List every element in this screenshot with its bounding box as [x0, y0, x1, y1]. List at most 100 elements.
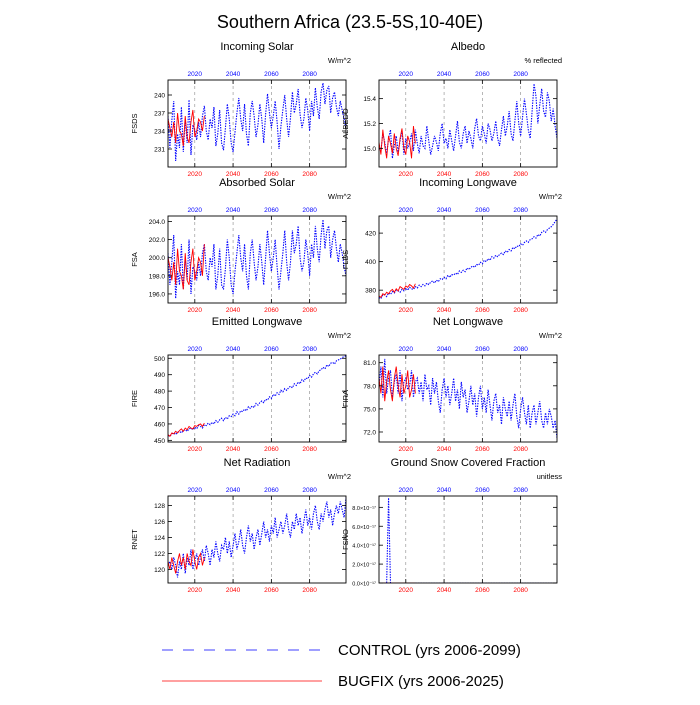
- panel-title: Ground Snow Covered Fraction: [391, 457, 546, 469]
- x-tick-label-bottom: 2060: [264, 446, 279, 453]
- y-tick-label: 15.4: [363, 96, 376, 103]
- x-tick-label-top: 2060: [264, 207, 279, 214]
- y-axis-label: FIRE: [130, 390, 139, 407]
- x-tick-label-bottom: 2020: [399, 307, 414, 314]
- panel-units: W/m^2: [328, 56, 351, 65]
- x-tick-label-top: 2060: [475, 346, 490, 353]
- x-tick-label-top: 2080: [513, 487, 528, 494]
- panel-title: Albedo: [451, 41, 485, 53]
- x-tick-label-bottom: 2040: [226, 446, 241, 453]
- plot-frame: [167, 354, 347, 443]
- y-tick-label: 480: [154, 389, 165, 396]
- y-axis-label: RNET: [130, 529, 139, 550]
- x-tick-label-top: 2080: [302, 71, 317, 78]
- x-tick-label-bottom: 2060: [475, 587, 490, 594]
- panel-title: Incoming Longwave: [419, 177, 517, 189]
- series-bugfix: [168, 244, 205, 290]
- x-tick-label-top: 2060: [475, 487, 490, 494]
- y-tick-label: 81.0: [363, 360, 376, 367]
- x-tick-label-top: 2020: [399, 346, 414, 353]
- x-tick-label-bottom: 2080: [302, 587, 317, 594]
- y-axis-label: ALBEDO: [341, 108, 350, 139]
- x-tick-label-bottom: 2040: [437, 446, 452, 453]
- figure-title: Southern Africa (23.5-5S,10-40E): [217, 12, 483, 32]
- x-tick-label-bottom: 2020: [188, 171, 203, 178]
- x-tick-label-bottom: 2080: [513, 171, 528, 178]
- series-control: [168, 82, 346, 162]
- y-tick-label: 196.0: [149, 291, 166, 298]
- legend-bugfix-label: BUGFIX (yrs 2006-2025): [338, 673, 504, 690]
- x-tick-label-bottom: 2080: [302, 171, 317, 178]
- plot-frame: [167, 79, 347, 168]
- x-tick-label-bottom: 2060: [475, 446, 490, 453]
- y-tick-label: 128: [154, 503, 165, 510]
- y-tick-label: 0.0×10⁻¹⁷: [352, 581, 376, 588]
- x-tick-label-top: 2040: [437, 207, 452, 214]
- panel-title: Emitted Longwave: [212, 316, 303, 328]
- y-tick-label: 490: [154, 372, 165, 379]
- panel-ground-snow-covered-fraction: Ground Snow Covered Fraction unitless FSNO…: [341, 457, 562, 594]
- y-tick-label: 204.0: [149, 219, 166, 226]
- x-tick-label-top: 2080: [302, 207, 317, 214]
- x-tick-label-bottom: 2040: [437, 587, 452, 594]
- series-bugfix: [379, 125, 416, 159]
- x-tick-label-bottom: 2060: [264, 171, 279, 178]
- series-control: [379, 218, 557, 300]
- plot-frame: [378, 354, 558, 443]
- y-tick-label: 420: [365, 231, 376, 238]
- y-tick-label: 8.0×10⁻¹⁷: [352, 505, 376, 512]
- x-tick-label-top: 2060: [475, 71, 490, 78]
- x-tick-label-bottom: 2040: [226, 307, 241, 314]
- y-tick-label: 15.2: [363, 121, 376, 128]
- x-tick-label-top: 2080: [513, 346, 528, 353]
- x-tick-label-bottom: 2020: [188, 587, 203, 594]
- y-axis-label: FLDS: [341, 250, 350, 269]
- x-tick-label-bottom: 2040: [226, 587, 241, 594]
- x-tick-label-top: 2020: [399, 71, 414, 78]
- y-tick-label: 15.0: [363, 146, 376, 153]
- y-tick-label: 237: [154, 111, 165, 118]
- series-control: [168, 355, 346, 437]
- x-tick-label-bottom: 2080: [513, 587, 528, 594]
- panel-units: W/m^2: [539, 192, 562, 201]
- x-tick-label-top: 2040: [226, 487, 241, 494]
- y-tick-label: 124: [154, 535, 165, 542]
- x-tick-label-bottom: 2060: [264, 587, 279, 594]
- x-tick-label-top: 2040: [437, 487, 452, 494]
- y-tick-label: 470: [154, 405, 165, 412]
- x-tick-label-bottom: 2080: [513, 446, 528, 453]
- panel-title: Absorbed Solar: [219, 177, 295, 189]
- panel-units: W/m^2: [328, 472, 351, 481]
- y-tick-label: 198.0: [149, 273, 166, 280]
- plot-frame: [378, 215, 558, 304]
- panel-net-radiation: Net Radiation W/m^2 RNET 120 122 124 126 128 202…: [130, 457, 351, 594]
- panel-units: W/m^2: [539, 331, 562, 340]
- x-tick-label-bottom: 2020: [188, 446, 203, 453]
- y-tick-label: 122: [154, 551, 165, 558]
- y-tick-label: 231: [154, 147, 165, 154]
- y-tick-label: 200.0: [149, 255, 166, 262]
- y-axis-label: FSNO: [341, 529, 350, 550]
- x-tick-label-top: 2060: [264, 346, 279, 353]
- x-tick-label-top: 2020: [188, 207, 203, 214]
- x-tick-label-top: 2060: [264, 487, 279, 494]
- x-tick-label-top: 2060: [264, 71, 279, 78]
- y-tick-label: 6.0×10⁻¹⁷: [352, 524, 376, 531]
- series-control: [379, 83, 557, 159]
- x-tick-label-top: 2040: [226, 346, 241, 353]
- panel-grid: Incoming Solar W/m^2 FSDS 231 234 237 240 2020 2…: [130, 41, 562, 594]
- panel-units: W/m^2: [328, 192, 351, 201]
- series-bugfix: [168, 422, 205, 437]
- panel-units: unitless: [537, 472, 563, 481]
- series-bugfix: [168, 549, 205, 574]
- y-tick-label: 400: [365, 259, 376, 266]
- x-tick-label-top: 2020: [188, 71, 203, 78]
- x-tick-label-bottom: 2060: [264, 307, 279, 314]
- y-tick-label: 2.0×10⁻¹⁷: [352, 562, 376, 569]
- panel-units: % reflected: [524, 56, 562, 65]
- x-tick-label-top: 2040: [437, 71, 452, 78]
- y-tick-label: 202.0: [149, 237, 166, 244]
- x-tick-label-top: 2080: [513, 207, 528, 214]
- x-tick-label-bottom: 2020: [188, 307, 203, 314]
